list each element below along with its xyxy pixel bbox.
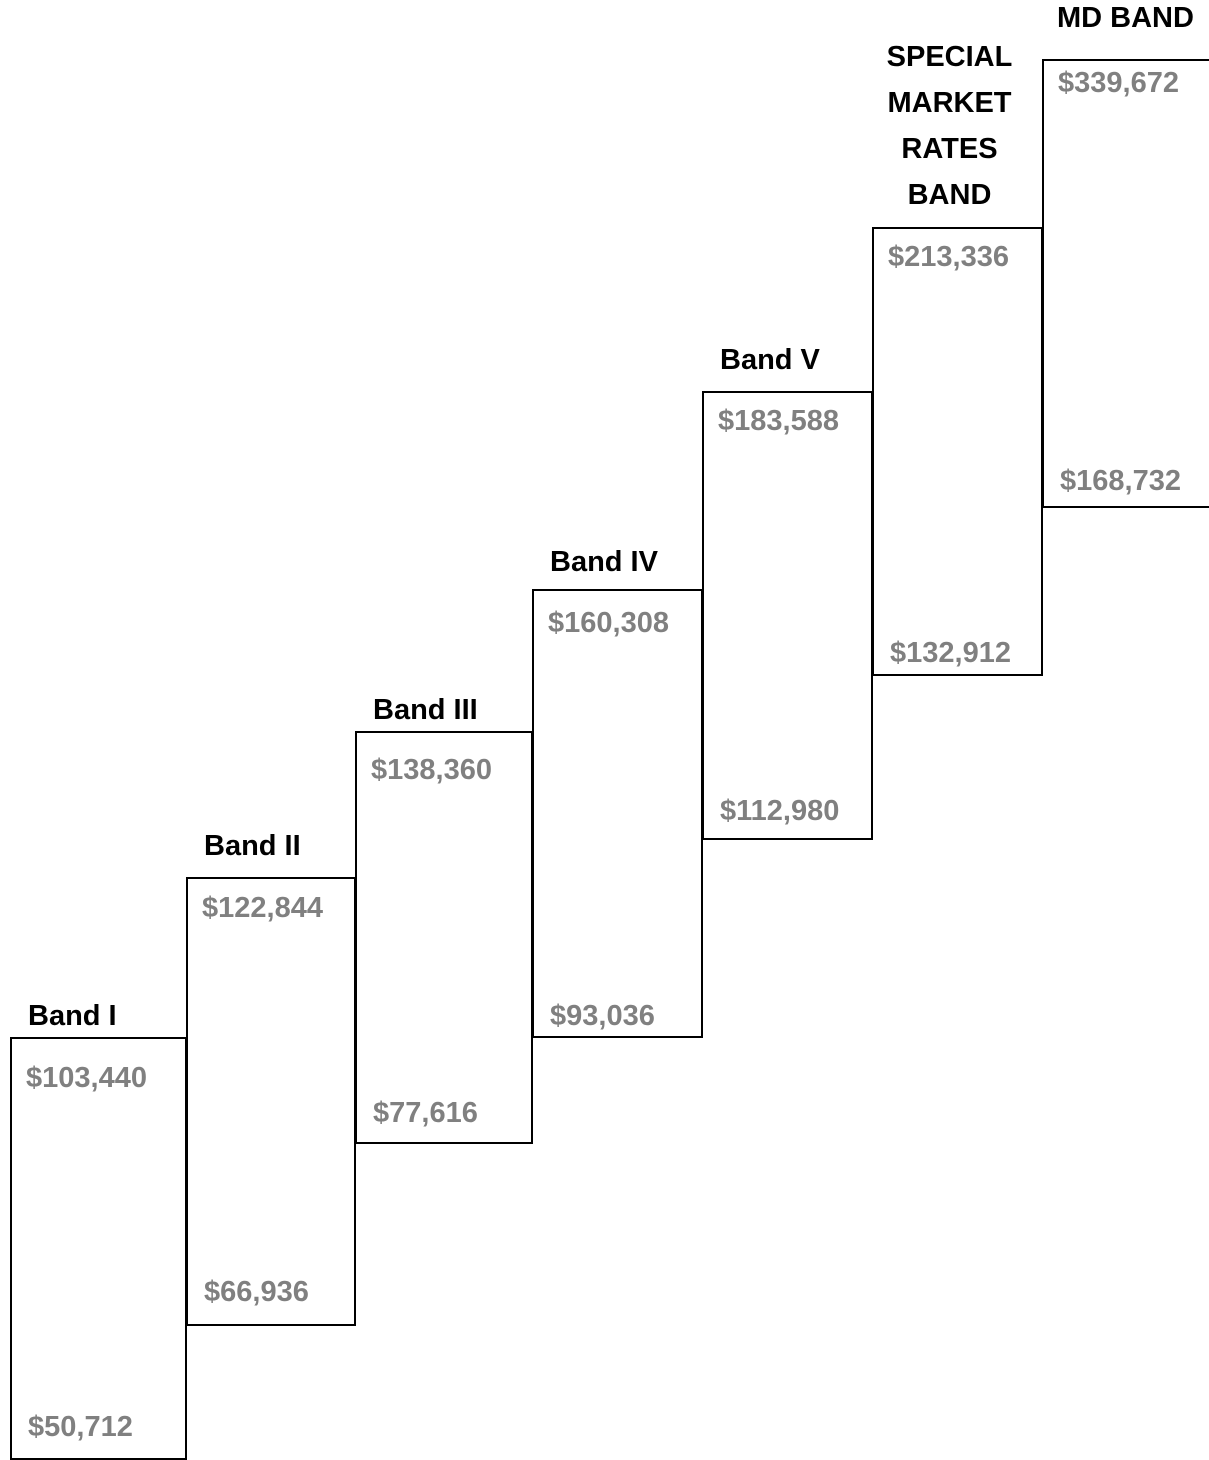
band-box bbox=[186, 877, 356, 1326]
band-box bbox=[1042, 59, 1209, 508]
band-max: $213,336 bbox=[888, 241, 1009, 273]
band-min: $112,980 bbox=[720, 795, 840, 827]
band-max: $122,844 bbox=[202, 892, 323, 924]
band-label: Band IV bbox=[550, 546, 658, 578]
band-min: $66,936 bbox=[204, 1276, 309, 1308]
band-label: Band III bbox=[373, 694, 478, 726]
band-box bbox=[872, 227, 1043, 676]
band-min: $77,616 bbox=[373, 1097, 478, 1129]
band-box bbox=[10, 1037, 187, 1460]
band-min: $93,036 bbox=[550, 1000, 655, 1032]
band-label: MD BAND bbox=[1057, 2, 1194, 34]
band-max: $339,672 bbox=[1058, 67, 1179, 99]
band-max: $138,360 bbox=[371, 754, 492, 786]
band-box bbox=[702, 391, 873, 840]
band-label: MARKET bbox=[887, 87, 1012, 119]
band-min: $132,912 bbox=[890, 637, 1011, 669]
band-label: Band I bbox=[28, 1000, 117, 1032]
band-label: Band V bbox=[720, 344, 820, 376]
band-min: $50,712 bbox=[28, 1411, 133, 1443]
band-max: $160,308 bbox=[548, 607, 669, 639]
band-min: $168,732 bbox=[1060, 465, 1181, 497]
band-label: BAND bbox=[907, 179, 992, 211]
band-label: SPECIAL bbox=[886, 41, 1013, 73]
band-label: Band II bbox=[204, 830, 301, 862]
band-max: $183,588 bbox=[718, 405, 839, 437]
band-box bbox=[355, 731, 533, 1144]
band-box bbox=[532, 589, 703, 1038]
band-max: $103,440 bbox=[26, 1062, 147, 1094]
band-label: RATES bbox=[901, 133, 998, 165]
